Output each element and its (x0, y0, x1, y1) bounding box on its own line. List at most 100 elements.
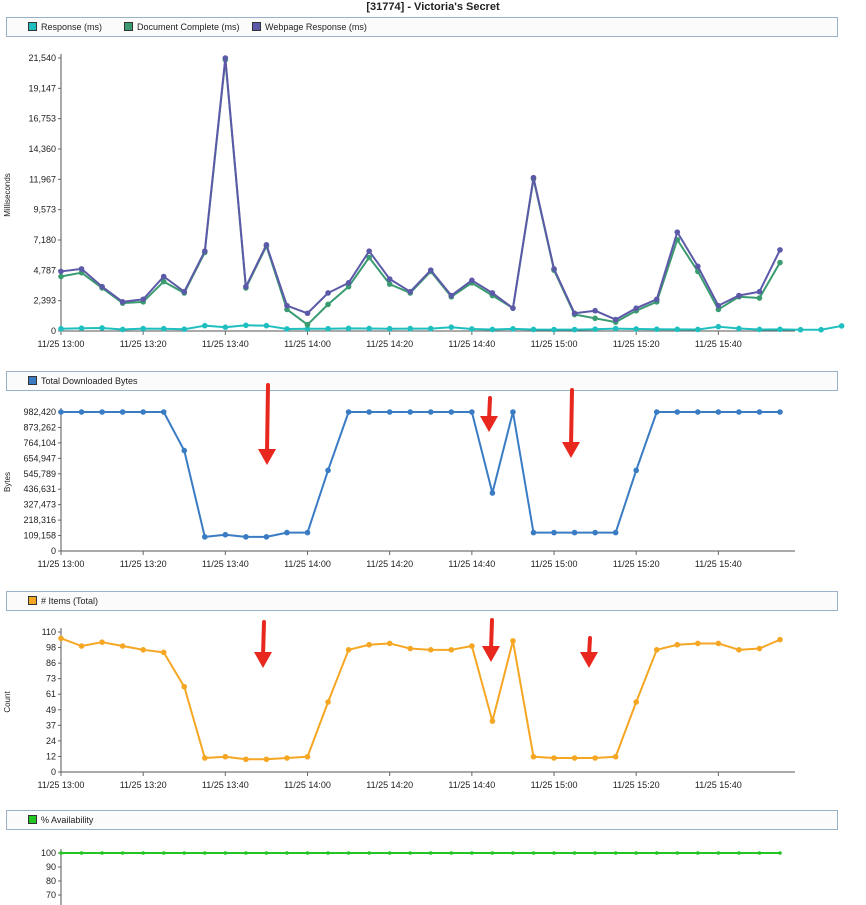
x-tick-label: 11/25 13:20 (120, 559, 167, 569)
data-point (182, 851, 187, 855)
data-point (797, 326, 804, 333)
data-point (305, 851, 310, 855)
arrow-head (258, 449, 276, 465)
data-point (325, 301, 331, 308)
data-point (448, 292, 455, 299)
legend-item-document-complete[interactable]: Document Complete (ms) (124, 21, 240, 33)
y-tick-label: 49 (46, 705, 56, 715)
y-tick-label: 61 (46, 689, 56, 699)
data-point (304, 753, 311, 760)
data-point (592, 307, 598, 314)
page-title: [31774] - Victoria's Secret (366, 1, 500, 13)
data-point (325, 467, 331, 474)
arrow-shaft (261, 620, 266, 658)
data-point (653, 409, 660, 415)
y-axis-label: Bytes (3, 472, 12, 492)
data-point (469, 326, 475, 332)
data-point (407, 288, 414, 295)
data-point (160, 409, 167, 415)
x-tick-label: 11/25 15:00 (531, 559, 578, 569)
data-point (571, 310, 578, 317)
y-tick-label: 2,393 (33, 296, 56, 306)
legend-item-webpage-response[interactable]: Webpage Response (ms) (252, 21, 367, 33)
data-point (160, 649, 167, 656)
data-point (612, 529, 619, 536)
data-point (366, 641, 372, 648)
data-point (612, 325, 619, 332)
data-point (489, 490, 496, 496)
data-point (222, 324, 229, 330)
x-tick-label: 11/25 15:20 (613, 559, 660, 569)
data-point (58, 268, 64, 275)
legend-swatch (124, 22, 133, 31)
arrow-head (482, 646, 500, 662)
data-point (551, 529, 557, 536)
data-point (366, 409, 372, 415)
data-point (243, 322, 249, 329)
data-point (756, 288, 763, 295)
data-point (674, 409, 681, 415)
y-tick-label: 80 (46, 876, 56, 886)
data-point (366, 325, 372, 332)
data-point (181, 447, 188, 454)
data-point (386, 276, 393, 282)
legend-items-chart: # Items (Total) (6, 591, 838, 611)
x-tick-label: 11/25 14:40 (448, 780, 495, 790)
data-point (510, 326, 516, 332)
data-point (551, 266, 557, 272)
data-point (756, 295, 763, 301)
data-point (160, 278, 167, 285)
y-tick-label: 873,262 (23, 422, 56, 432)
data-point (181, 288, 188, 295)
data-point (181, 683, 188, 690)
data-point (407, 409, 414, 415)
x-tick-label: 11/25 14:20 (366, 780, 413, 790)
y-tick-label: 90 (46, 862, 56, 872)
y-tick-label: 982,420 (23, 407, 56, 417)
data-point (510, 409, 516, 415)
x-tick-label: 11/25 13:00 (38, 780, 85, 790)
chart-panel-2: 0 109,158 218,316 327,473 436,631 545,789 654,… (3, 407, 795, 569)
series-line (60, 58, 781, 326)
data-point (141, 851, 145, 855)
x-tick-label: 11/25 15:40 (695, 780, 742, 790)
data-point (120, 851, 125, 855)
x-tick-label: 11/25 14:40 (448, 559, 495, 569)
data-point (243, 283, 249, 290)
x-tick-label: 11/25 14:00 (284, 559, 331, 569)
data-point (284, 302, 290, 309)
data-point (696, 851, 700, 855)
data-point (777, 247, 783, 253)
data-point (653, 647, 660, 653)
legend-label-items-total: # Items (Total) (41, 596, 99, 606)
legend-item-items-total[interactable]: # Items (Total) (28, 595, 98, 607)
x-tick-label: 11/25 14:00 (284, 780, 331, 790)
x-tick-label: 11/25 15:20 (613, 339, 660, 349)
data-point (140, 409, 146, 415)
x-tick-label: 11/25 13:20 (120, 339, 167, 349)
legend-item-availability[interactable]: % Availability (28, 814, 93, 826)
data-point (58, 409, 64, 415)
data-point (633, 305, 639, 311)
data-point (203, 851, 207, 855)
data-point (78, 325, 85, 332)
legend-item-total-downloaded-bytes[interactable]: Total Downloaded Bytes (28, 375, 138, 387)
data-point (737, 851, 741, 855)
data-point (428, 851, 433, 855)
data-point (674, 641, 681, 648)
legend-item-response[interactable]: Response (ms) (28, 21, 102, 33)
data-point (469, 409, 475, 415)
data-point (633, 699, 639, 705)
x-tick-label: 11/25 15:40 (695, 559, 742, 569)
y-tick-label: 0 (51, 767, 56, 777)
data-point (736, 409, 742, 415)
arrow-shaft (569, 388, 574, 448)
data-point (367, 851, 371, 855)
data-point (140, 647, 146, 653)
data-point (59, 851, 63, 855)
data-point (531, 851, 536, 855)
legend-label-response: Response (ms) (41, 22, 103, 32)
red-arrow-annotation (482, 618, 500, 662)
data-point (695, 409, 701, 415)
data-point (58, 273, 64, 280)
